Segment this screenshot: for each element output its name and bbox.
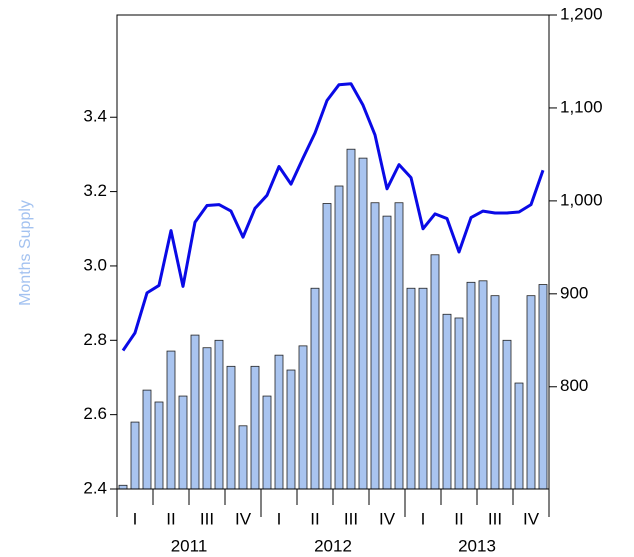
bar <box>526 295 536 490</box>
y-tick-label: 2.4 <box>83 478 107 497</box>
bar <box>166 350 176 490</box>
x-quarter-label: II <box>310 509 319 528</box>
bar <box>202 347 212 490</box>
y2-tick-label: 800 <box>560 376 588 395</box>
bar <box>214 339 224 490</box>
x-quarter-label: II <box>166 509 175 528</box>
bar <box>382 215 392 490</box>
x-year-label: 2013 <box>458 536 496 555</box>
bar <box>310 287 320 490</box>
y-tick-label: 3.4 <box>83 107 107 126</box>
x-quarter-label: III <box>200 509 214 528</box>
x-quarter-label: III <box>488 509 502 528</box>
y-axis-label: Months Supply <box>17 200 34 306</box>
bar <box>190 334 200 490</box>
y2-tick-label: 1,100 <box>560 97 603 116</box>
bar <box>238 425 248 490</box>
bar <box>394 202 404 490</box>
bar <box>298 345 308 490</box>
bar <box>370 202 380 490</box>
bar <box>538 284 548 490</box>
bar <box>262 395 272 490</box>
y-tick-label: 3.2 <box>83 181 107 200</box>
x-quarter-label: III <box>344 509 358 528</box>
x-quarter-label: I <box>421 509 426 528</box>
y-tick-label: 2.8 <box>83 330 107 349</box>
bar <box>490 295 500 490</box>
bar <box>226 365 236 490</box>
bar <box>334 185 344 490</box>
x-year-label: 2012 <box>314 536 352 555</box>
bar <box>178 395 188 490</box>
bar <box>118 484 128 490</box>
bar <box>142 389 152 490</box>
y-tick-label: 2.6 <box>83 404 107 423</box>
x-quarter-label: IV <box>523 509 540 528</box>
x-quarter-label: I <box>133 509 138 528</box>
line <box>121 82 545 352</box>
bar <box>130 421 140 490</box>
x-quarter-label: IV <box>235 509 252 528</box>
bar <box>274 354 284 490</box>
x-quarter-label: I <box>277 509 282 528</box>
y-tick-label: 3.0 <box>83 255 107 274</box>
bar <box>442 313 452 490</box>
bar <box>514 382 524 490</box>
bar <box>430 254 440 490</box>
x-quarter-label: IV <box>379 509 396 528</box>
bar <box>358 157 368 490</box>
x-year-label: 2011 <box>171 536 208 555</box>
bar <box>346 148 356 490</box>
bar <box>502 339 512 490</box>
bar <box>454 317 464 490</box>
bar <box>466 281 476 490</box>
bar <box>286 369 296 490</box>
bar <box>418 287 428 490</box>
y2-tick-label: 1,000 <box>560 190 603 209</box>
bar <box>154 401 164 490</box>
x-quarter-label: II <box>454 509 463 528</box>
bar <box>250 365 260 490</box>
bar <box>478 280 488 490</box>
bar <box>406 287 416 490</box>
bar <box>322 203 332 490</box>
y2-tick-label: 1,200 <box>560 4 603 23</box>
y2-tick-label: 900 <box>560 283 588 302</box>
